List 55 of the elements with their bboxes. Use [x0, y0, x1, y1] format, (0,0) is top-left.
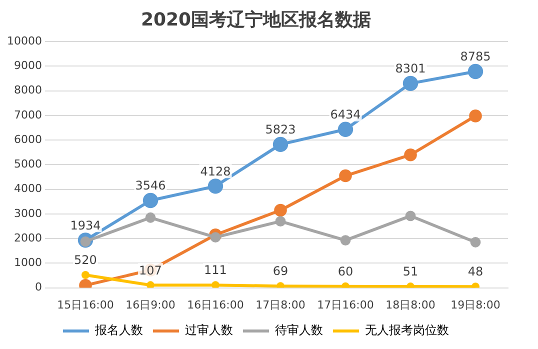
- x-tick-label: 18日8:00: [386, 298, 436, 312]
- point: [81, 271, 90, 279]
- point: [470, 237, 481, 248]
- point: [210, 232, 221, 243]
- point: [338, 122, 354, 137]
- point: [146, 281, 154, 288]
- x-tick-label: 16日16:00: [187, 298, 244, 312]
- point: [469, 110, 482, 122]
- y-tick-label: 8000: [14, 84, 42, 97]
- data-label: 48: [468, 264, 484, 279]
- x-tick-label: 16日9:00: [126, 298, 176, 312]
- point: [340, 235, 351, 246]
- data-label: 8301: [395, 62, 426, 76]
- x-tick-label: 19日8:00: [450, 298, 500, 312]
- y-tick-label: 4000: [14, 182, 42, 196]
- y-tick-label: 10000: [6, 34, 42, 48]
- y-tick-label: 2000: [14, 231, 42, 244]
- data-label: 5823: [265, 122, 296, 137]
- x-tick-label: 17日8:00: [256, 298, 306, 312]
- y-tick-label: 3000: [14, 206, 42, 220]
- y-tick-label: 7000: [14, 108, 42, 122]
- point: [208, 178, 224, 194]
- point: [402, 76, 418, 92]
- y-tick-label: 6000: [14, 132, 42, 146]
- point: [404, 148, 417, 162]
- data-label: 69: [272, 264, 288, 278]
- data-label: 6434: [330, 108, 361, 122]
- legend-label: 无人报考岗位数: [365, 323, 449, 338]
- data-label: 1934: [70, 218, 101, 232]
- data-label: 51: [402, 264, 418, 279]
- x-tick-label: 15日16:00: [57, 298, 114, 312]
- point: [142, 192, 158, 208]
- y-tick-label: 9000: [14, 59, 42, 72]
- chart-title: 2020国考辽宁地区报名数据: [140, 9, 372, 30]
- point: [145, 212, 156, 223]
- point: [211, 281, 220, 288]
- legend-label: 报名人数: [94, 323, 143, 338]
- y-tick-label: 5000: [14, 158, 42, 171]
- point: [468, 64, 484, 80]
- data-label: 8785: [460, 50, 491, 64]
- point: [405, 210, 416, 222]
- y-tick-label: 0: [34, 280, 42, 294]
- data-label: 4128: [200, 164, 231, 178]
- point: [339, 169, 352, 182]
- data-label: 111: [204, 263, 227, 278]
- y-tick-label: 1000: [14, 256, 42, 270]
- point: [275, 216, 286, 227]
- data-label: 3546: [135, 178, 166, 193]
- point: [274, 204, 287, 217]
- point: [272, 136, 288, 152]
- legend-label: 过审人数: [185, 323, 233, 338]
- legend-label: 待审人数: [275, 323, 323, 338]
- data-label: 520: [74, 253, 97, 268]
- data-label: 60: [338, 264, 354, 278]
- x-tick-label: 17日16:00: [317, 298, 374, 312]
